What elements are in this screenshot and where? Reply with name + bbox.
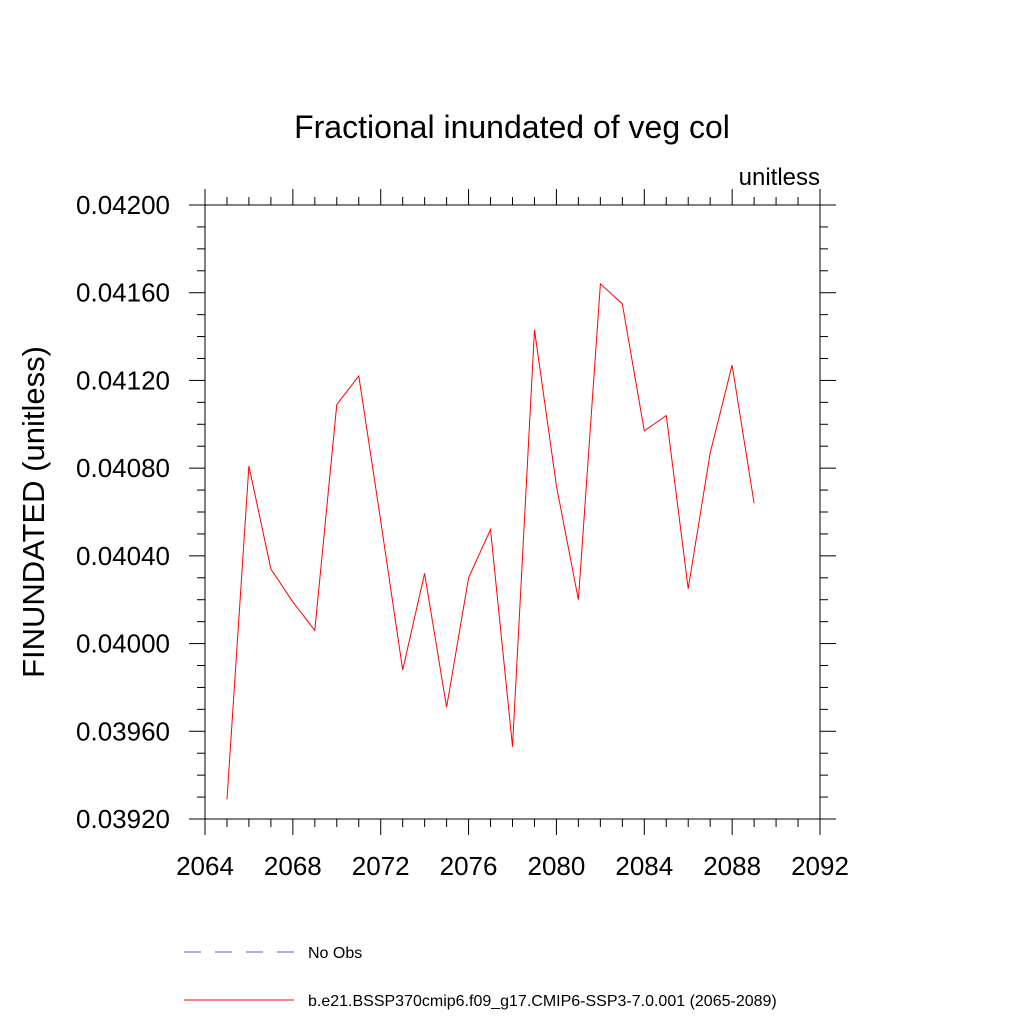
y-tick-label: 0.04040 bbox=[76, 541, 170, 571]
y-tick-label: 0.04120 bbox=[76, 365, 170, 395]
x-tick-label: 2068 bbox=[264, 851, 322, 881]
x-tick-label: 2088 bbox=[703, 851, 761, 881]
axis-tick-labels: 2064 2068 2072 2076 2080 2084 2088 2092 0.03920 0… bbox=[76, 190, 849, 881]
y-axis-label: FINUNDATED (unitless) bbox=[16, 346, 51, 678]
legend-label: b.e21.BSSP370cmip6.f09_g17.CMIP6-SSP3-7.… bbox=[308, 993, 777, 1010]
legend-label: No Obs bbox=[308, 945, 362, 962]
y-tick-label: 0.04080 bbox=[76, 453, 170, 483]
x-tick-label: 2076 bbox=[440, 851, 498, 881]
legend: No Obs b.e21.BSSP370cmip6.f09_g17.CMIP6-S… bbox=[184, 945, 777, 1010]
series-layer bbox=[226, 282, 755, 800]
x-tick-label: 2092 bbox=[791, 851, 849, 881]
units-label: unitless bbox=[739, 164, 820, 191]
x-tick-label: 2072 bbox=[352, 851, 410, 881]
x-tick-label: 2064 bbox=[176, 851, 234, 881]
x-tick-label: 2084 bbox=[615, 851, 673, 881]
chart-title: Fractional inundated of veg col bbox=[294, 109, 730, 145]
x-tick-label: 2080 bbox=[528, 851, 586, 881]
y-tick-label: 0.04200 bbox=[76, 190, 170, 220]
series-line bbox=[226, 282, 755, 800]
axis-ticks bbox=[189, 189, 836, 835]
plot-frame bbox=[204, 204, 821, 820]
y-tick-label: 0.04000 bbox=[76, 629, 170, 659]
y-tick-label: 0.04160 bbox=[76, 278, 170, 308]
y-tick-label: 0.03960 bbox=[76, 716, 170, 746]
y-tick-label: 0.03920 bbox=[76, 804, 170, 834]
